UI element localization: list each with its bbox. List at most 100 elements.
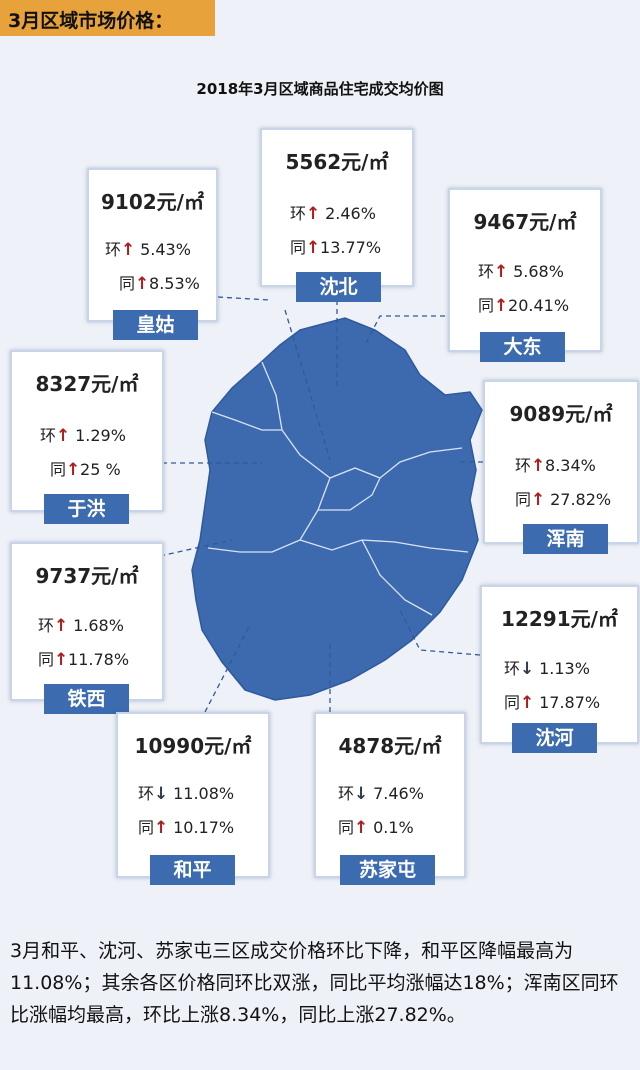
yoy-row: 同↑ 27.82% [515, 486, 611, 510]
yoy-row: 同↑ 17.87% [504, 689, 600, 713]
yoy-label: 同 [290, 238, 307, 257]
mom-label: 环 [504, 659, 521, 678]
yoy-label: 同 [38, 650, 55, 669]
price-value: 9089元/㎡ [509, 402, 613, 426]
mom-label: 环 [40, 426, 57, 445]
yoy-value: 10.17% [173, 818, 235, 837]
map-shape [191, 317, 483, 701]
arrow-up-icon: ↑ [121, 240, 136, 260]
mom-value: 7.46% [373, 784, 424, 803]
mom-label: 环 [105, 240, 122, 259]
price-value: 8327元/㎡ [35, 372, 139, 396]
arrow-up-icon: ↑ [494, 296, 509, 316]
arrow-up-icon: ↑ [135, 274, 150, 294]
district-card-tiexi: 9737元/㎡ 环↑ 1.68% 同↑11.78% [10, 542, 164, 701]
chart-title: 2018年3月区域商品住宅成交均价图 [196, 80, 444, 98]
mom-value: 1.68% [73, 616, 124, 635]
arrow-up-icon: ↑ [66, 460, 81, 480]
district-tag-tiexi: 铁西 [44, 684, 129, 714]
arrow-up-icon: ↑ [531, 456, 546, 476]
district-card-huanggu: 9102元/㎡ 环↑ 5.43% 同↑8.53% [87, 168, 218, 322]
mom-value: 1.13% [539, 659, 590, 678]
arrow-up-icon: ↑ [56, 426, 71, 446]
mom-value: 5.68% [513, 262, 564, 281]
arrow-down-icon: ↓ [154, 784, 169, 804]
district-card-hunnan: 9089元/㎡ 环↑8.34% 同↑ 27.82% [483, 380, 639, 544]
mom-row: 环↑ 5.43% [105, 236, 191, 260]
yoy-row: 同↑8.53% [119, 270, 200, 294]
yoy-row: 同↑20.41% [478, 292, 569, 316]
price-value: 5562元/㎡ [285, 150, 389, 174]
yoy-value: 17.87% [539, 693, 601, 712]
mom-label: 环 [138, 784, 155, 803]
mom-value: 11.08% [173, 784, 235, 803]
yoy-row: 同↑ 0.1% [338, 814, 414, 838]
yoy-value: 25 % [80, 460, 121, 479]
district-card-shenhe: 12291元/㎡ 环↓ 1.13% 同↑ 17.87% [480, 585, 639, 744]
mom-label: 环 [515, 456, 532, 475]
district-tag-sujiatun: 苏家屯 [340, 855, 435, 885]
yoy-value: 8.53% [149, 274, 200, 293]
price-value: 12291元/㎡ [501, 607, 618, 631]
price-value: 9102元/㎡ [101, 190, 204, 214]
yoy-label: 同 [504, 693, 521, 712]
mom-value: 2.46% [325, 204, 376, 223]
mom-row: 环↓ 7.46% [338, 780, 424, 804]
yoy-label: 同 [478, 296, 495, 315]
yoy-value: 11.78% [68, 650, 130, 669]
mom-row: 环↓ 11.08% [138, 780, 234, 804]
yoy-value: 27.82% [550, 490, 612, 509]
mom-row: 环↑ 1.29% [40, 422, 126, 446]
yoy-row: 同↑11.78% [38, 646, 129, 670]
arrow-down-icon: ↓ [520, 659, 535, 679]
section-header: 3月区域市场价格： [0, 0, 215, 36]
yoy-row: 同↑13.77% [290, 234, 381, 258]
price-value: 10990元/㎡ [134, 734, 252, 758]
price-value: 9737元/㎡ [35, 564, 139, 588]
district-tag-shenbei: 沈北 [296, 272, 381, 302]
yoy-label: 同 [50, 460, 67, 479]
section-header-text: 3月区域市场价格： [8, 10, 174, 32]
district-card-yuhong: 8327元/㎡ 环↑ 1.29% 同↑25 % [10, 350, 164, 512]
arrow-up-icon: ↑ [494, 262, 509, 282]
arrow-up-icon: ↑ [306, 238, 321, 258]
arrow-up-icon: ↑ [54, 616, 69, 636]
arrow-up-icon: ↑ [154, 818, 169, 838]
price-value: 4878元/㎡ [338, 734, 442, 758]
district-tag-hunnan: 浑南 [523, 524, 608, 554]
yoy-value: 0.1% [373, 818, 414, 837]
yoy-value: 20.41% [508, 296, 570, 315]
yoy-label: 同 [515, 490, 532, 509]
mom-value: 5.43% [140, 240, 191, 259]
district-map [159, 295, 483, 713]
arrow-up-icon: ↑ [306, 204, 321, 224]
district-tag-shenhe: 沈河 [512, 723, 597, 753]
district-tag-dadong: 大东 [480, 332, 565, 362]
summary-text: 3月和平、沈河、苏家屯三区成交价格环比下降，和平区降幅最高为11.08%；其余各… [10, 940, 619, 1026]
district-tag-yuhong: 于洪 [44, 494, 129, 524]
district-card-shenbei: 5562元/㎡ 环↑ 2.46% 同↑13.77% [260, 128, 414, 287]
mom-row: 环↑ 1.68% [38, 612, 124, 636]
mom-value: 8.34% [545, 456, 596, 475]
yoy-row: 同↑ 10.17% [138, 814, 234, 838]
mom-row: 环↑8.34% [515, 452, 596, 476]
arrow-down-icon: ↓ [354, 784, 369, 804]
mom-row: 环↑ 5.68% [478, 258, 564, 282]
district-tag-huanggu: 皇姑 [113, 310, 198, 340]
mom-value: 1.29% [75, 426, 126, 445]
mom-label: 环 [338, 784, 355, 803]
mom-row: 环↓ 1.13% [504, 655, 590, 679]
mom-label: 环 [290, 204, 307, 223]
arrow-up-icon: ↑ [54, 650, 69, 670]
district-card-heping: 10990元/㎡ 环↓ 11.08% 同↑ 10.17% [116, 712, 270, 878]
price-value: 9467元/㎡ [473, 210, 577, 234]
yoy-label: 同 [338, 818, 355, 837]
arrow-up-icon: ↑ [354, 818, 369, 838]
yoy-value: 13.77% [320, 238, 382, 257]
arrow-up-icon: ↑ [520, 693, 535, 713]
mom-label: 环 [478, 262, 495, 281]
district-tag-heping: 和平 [150, 855, 235, 885]
yoy-row: 同↑25 % [50, 456, 121, 480]
mom-label: 环 [38, 616, 55, 635]
district-card-dadong: 9467元/㎡ 环↑ 5.68% 同↑20.41% [448, 188, 602, 352]
